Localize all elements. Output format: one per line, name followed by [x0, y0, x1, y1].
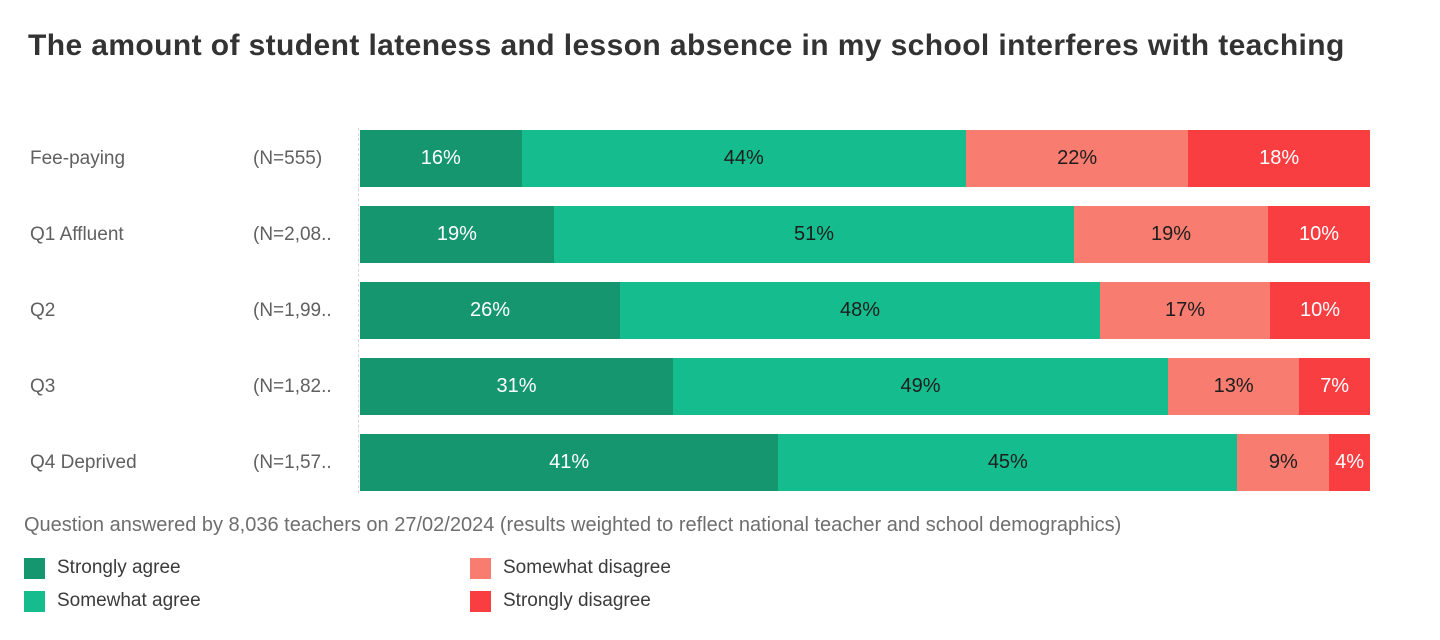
bar-value-label: 16% [420, 147, 461, 169]
bar-segment-somewhat-agree: 51% [553, 206, 1075, 263]
bar-value-label: 45% [987, 451, 1028, 473]
legend-swatch-strongly-agree [24, 557, 45, 579]
axis-line [358, 128, 359, 493]
bar-value-label: 19% [1151, 223, 1192, 245]
category-label: Q1 Affluent [30, 223, 124, 245]
bar-segment-strongly-disagree: 18% [1188, 130, 1370, 187]
bar-segment-somewhat-agree: 48% [620, 282, 1100, 339]
bar-segment-somewhat-agree: 49% [673, 358, 1168, 415]
bar-value-label: 13% [1213, 375, 1254, 397]
sample-size-label: (N=2,08.. [253, 223, 332, 245]
sample-size-label: (N=1,99.. [253, 299, 332, 321]
bar-segment-strongly-disagree: 7% [1299, 358, 1370, 415]
legend-swatch-somewhat-disagree [470, 557, 491, 579]
legend-item-somewhat-disagree: Somewhat disagree [470, 557, 671, 579]
legend-label: Strongly agree [57, 557, 181, 578]
stacked-bar: 41% 45% 9% 4% [360, 434, 1370, 491]
category-label: Q3 [30, 375, 56, 397]
category-label: Fee-paying [30, 147, 126, 169]
bar-segment-strongly-agree: 16% [360, 130, 522, 187]
bar-segment-somewhat-disagree: 19% [1074, 206, 1268, 263]
stacked-bar: 16% 44% 22% 18% [360, 130, 1370, 187]
legend-label: Strongly disagree [503, 590, 651, 611]
bar-value-label: 19% [436, 223, 477, 245]
bar-value-label: 7% [1320, 375, 1350, 397]
stacked-bar: 26% 48% 17% 10% [360, 282, 1370, 339]
bar-value-label: 4% [1335, 451, 1365, 473]
stacked-bar: 19% 51% 19% 10% [360, 206, 1370, 263]
footnote: Question answered by 8,036 teachers on 2… [24, 514, 1122, 536]
bar-value-label: 31% [496, 375, 537, 397]
legend-item-strongly-agree: Strongly agree [24, 557, 470, 579]
bar-value-label: 10% [1298, 223, 1339, 245]
chart-title: The amount of student lateness and lesso… [28, 29, 1345, 62]
bar-value-label: 22% [1057, 147, 1098, 169]
bar-value-label: 10% [1299, 299, 1341, 321]
chart-row: Q3 (N=1,82.. 31% 49% 13% 7% [0, 358, 1370, 415]
bar-segment-somewhat-disagree: 13% [1168, 358, 1300, 415]
bar-value-label: 48% [839, 299, 881, 321]
bar-value-label: 41% [549, 451, 590, 473]
legend-item-somewhat-agree: Somewhat agree [24, 590, 470, 612]
bar-segment-strongly-agree: 19% [360, 206, 554, 263]
bar-segment-somewhat-disagree: 22% [966, 130, 1189, 187]
bar-segment-somewhat-agree: 44% [521, 130, 966, 187]
bar-value-label: 44% [723, 147, 764, 169]
bar-segment-somewhat-disagree: 17% [1100, 282, 1270, 339]
legend-item-strongly-disagree: Strongly disagree [470, 590, 671, 612]
bar-value-label: 49% [900, 375, 941, 397]
bar-segment-strongly-disagree: 10% [1270, 282, 1370, 339]
bar-chart-area: Fee-paying (N=555) 16% 44% 22% 18% Q1 Affluent… [0, 130, 1370, 491]
bar-value-label: 9% [1268, 451, 1298, 473]
chart-row: Q2 (N=1,99.. 26% 48% 17% 10% [0, 282, 1370, 339]
legend-label: Somewhat disagree [503, 557, 671, 578]
bar-segment-strongly-agree: 41% [360, 434, 779, 491]
bar-value-label: 51% [793, 223, 834, 245]
bar-value-label: 26% [469, 299, 511, 321]
stacked-bar: 31% 49% 13% 7% [360, 358, 1370, 415]
category-label: Q2 [30, 299, 56, 321]
legend-label: Somewhat agree [57, 590, 201, 611]
category-label: Q4 Deprived [30, 451, 137, 473]
legend: Strongly agree Somewhat agree Somewhat dis… [24, 557, 671, 612]
chart-row: Q1 Affluent (N=2,08.. 19% 51% 19% 10% [0, 206, 1370, 263]
legend-swatch-strongly-disagree [470, 590, 491, 612]
legend-swatch-somewhat-agree [24, 590, 45, 612]
sample-size-label: (N=555) [253, 147, 323, 169]
bar-segment-somewhat-disagree: 9% [1237, 434, 1330, 491]
chart-row: Fee-paying (N=555) 16% 44% 22% 18% [0, 130, 1370, 187]
bar-segment-strongly-agree: 31% [360, 358, 674, 415]
sample-size-label: (N=1,57.. [253, 451, 332, 473]
bar-segment-strongly-agree: 26% [360, 282, 620, 339]
bar-segment-strongly-disagree: 10% [1267, 206, 1370, 263]
sample-size-label: (N=1,82.. [253, 375, 332, 397]
bar-value-label: 18% [1259, 147, 1300, 169]
bar-value-label: 17% [1164, 299, 1206, 321]
bar-segment-strongly-disagree: 4% [1329, 434, 1370, 491]
bar-segment-somewhat-agree: 45% [778, 434, 1238, 491]
chart-row: Q4 Deprived (N=1,57.. 41% 45% 9% 4% [0, 434, 1370, 491]
